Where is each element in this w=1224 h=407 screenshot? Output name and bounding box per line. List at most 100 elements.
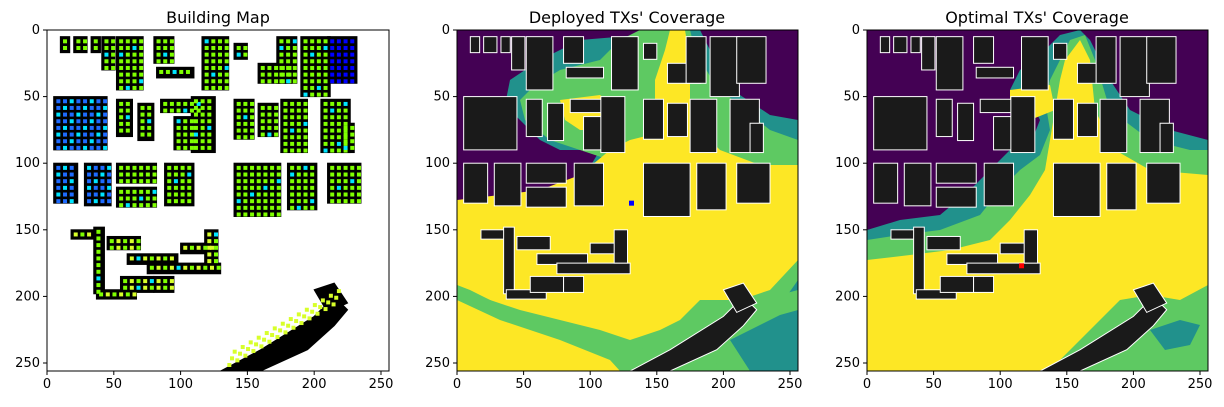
grid-point [250,205,255,210]
grid-point [283,148,288,153]
grid-point [356,199,361,204]
axis-ticks: 0 0 50 50 100 100 150 150 200 200 250 250 [15,23,393,392]
grid-point [139,189,144,194]
building [137,102,155,142]
grid-point [263,172,268,177]
grid-point [224,52,229,57]
grid-point [116,245,121,250]
grid-point [238,351,243,356]
grid-point [87,165,92,170]
grid-point [224,85,229,90]
grid-point [204,45,209,50]
grid-point [323,128,328,133]
grid-point [207,239,212,244]
building [749,122,764,154]
grid-point [69,179,74,184]
grid-point [69,165,74,170]
grid-point [145,179,150,184]
grid-point [173,185,178,190]
grid-point [125,45,130,50]
grid-point [173,179,178,184]
grid-point [259,344,264,349]
grid-point [211,39,216,44]
building [1010,96,1036,154]
building [1076,102,1098,138]
grid-point [132,65,137,70]
grid-point [267,125,272,130]
grid-point [343,108,348,113]
grid-point [152,179,157,184]
grid-point [96,119,101,124]
x-tick-label: 100 [168,377,193,392]
grid-point [187,172,192,177]
grid-point [330,128,335,133]
grid-point [310,45,315,50]
building [1052,98,1074,140]
grid-point [343,121,348,126]
grid-point [296,141,301,146]
grid-point [350,65,355,70]
grid-point [323,65,328,70]
grid-point [107,185,112,190]
grid-point [96,256,101,261]
grid-point [246,347,251,352]
grid-point [296,165,301,170]
grid-point [343,39,348,44]
grid-point [196,265,201,270]
building [95,289,138,300]
grid-point [267,65,272,70]
building [153,275,175,293]
grid-point [270,179,275,184]
grid-point [193,125,198,130]
y-tick-label: 0 [32,23,40,38]
grid-point [203,265,208,270]
grid-point [267,105,272,110]
building [505,289,547,300]
grid-point [139,72,144,77]
grid-point [76,45,81,50]
building [696,162,727,211]
grid-point [350,125,355,130]
grid-point [343,192,348,197]
grid-point [303,79,308,84]
grid-point [236,179,241,184]
grid-point [213,232,218,237]
grid-point [76,105,81,110]
grid-point [316,39,321,44]
grid-point [96,145,101,150]
grid-point [336,289,341,294]
grid-point [89,99,94,104]
grid-point [283,330,288,335]
grid-point [336,121,341,126]
building [890,229,916,240]
grid-point [69,185,74,190]
grid-point [323,115,328,120]
grid-point [123,285,128,290]
grid-point [200,132,205,137]
grid-point [276,192,281,197]
grid-point [323,307,328,312]
grid-point [296,148,301,153]
grid-point [290,115,295,120]
grid-point [232,349,237,354]
grid-point [250,135,255,140]
y-tick-label: 200 [15,289,40,304]
axis-ticks: 0 0 50 50 100 100 150 150 200 200 250 250 [425,23,802,392]
grid-point [125,59,130,64]
grid-point [263,205,268,210]
grid-point [316,72,321,77]
y-tick-label: 250 [835,356,860,371]
grid-point [356,179,361,184]
grid-point [89,119,94,124]
grid-point [119,108,124,113]
grid-point [187,192,192,197]
building [893,36,908,54]
grid-point [169,59,174,64]
grid-point [343,139,348,144]
grid-point [236,185,241,190]
grid-point [183,145,188,150]
grid-point [152,203,157,208]
grid-point [183,245,188,250]
grid-point [251,349,256,354]
grid-point [119,128,124,133]
